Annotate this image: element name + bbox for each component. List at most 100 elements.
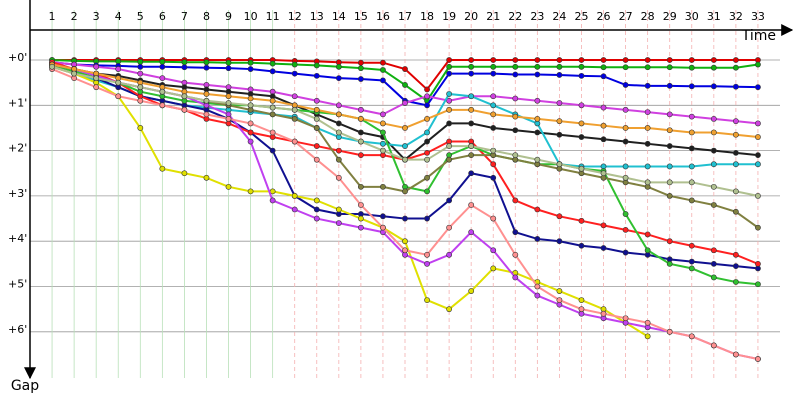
data-point: [93, 75, 100, 82]
data-point: [490, 57, 497, 63]
data-point: [159, 88, 166, 95]
data-point: [556, 288, 563, 294]
data-point: [490, 215, 497, 222]
data-point: [380, 224, 386, 231]
x-tick-label: 3: [93, 10, 100, 23]
data-point: [688, 179, 695, 186]
data-point: [666, 179, 673, 186]
data-point: [512, 197, 519, 204]
x-tick-label: 28: [641, 10, 655, 23]
data-point: [666, 127, 673, 134]
data-point: [688, 333, 695, 340]
x-tick-label: 25: [574, 10, 588, 23]
data-point: [424, 215, 430, 222]
x-tick-label: 30: [685, 10, 699, 23]
data-point: [313, 215, 320, 222]
data-point: [578, 217, 585, 224]
y-axis-title: Gap: [11, 378, 39, 394]
data-point: [335, 220, 342, 226]
data-point: [357, 76, 364, 82]
data-point: [556, 297, 563, 304]
data-point: [755, 260, 761, 267]
data-point: [269, 147, 276, 154]
x-tick-label: 14: [332, 10, 346, 23]
series-line: [51, 61, 759, 265]
data-point: [512, 95, 519, 102]
data-point: [512, 229, 519, 236]
data-point: [247, 188, 254, 195]
data-point: [688, 129, 695, 136]
data-point: [644, 319, 651, 326]
data-point: [335, 129, 342, 136]
data-point: [159, 63, 166, 70]
data-point: [556, 161, 563, 168]
data-point: [490, 125, 497, 131]
x-tick-label: 23: [530, 10, 544, 23]
data-point: [357, 183, 364, 190]
data-point: [600, 222, 607, 229]
data-point: [600, 73, 607, 80]
x-tick-label: 13: [310, 10, 324, 23]
data-point: [424, 93, 430, 100]
data-point: [666, 111, 673, 118]
data-point: [578, 102, 585, 109]
data-point: [578, 297, 585, 304]
data-point: [490, 102, 497, 109]
data-point: [490, 63, 497, 70]
data-point: [446, 57, 453, 63]
data-point: [622, 125, 629, 131]
data-point: [335, 75, 342, 82]
data-point: [335, 206, 342, 213]
data-point: [402, 100, 408, 106]
data-point: [688, 145, 695, 152]
x-tick-label: 5: [137, 10, 144, 23]
data-point: [468, 57, 475, 63]
data-point: [688, 83, 695, 90]
data-point: [402, 238, 408, 245]
data-point: [203, 97, 210, 104]
data-point: [468, 229, 475, 236]
data-point: [512, 71, 519, 78]
data-point: [710, 260, 717, 267]
data-point: [446, 143, 453, 149]
data-point: [446, 91, 453, 97]
data-point: [424, 174, 430, 181]
data-point: [644, 125, 651, 131]
data-point: [710, 274, 717, 281]
data-point: [755, 356, 761, 362]
data-point: [688, 197, 695, 204]
x-tick-label: 33: [751, 10, 765, 23]
data-point: [755, 161, 761, 168]
data-point: [137, 58, 144, 65]
data-point: [137, 125, 144, 131]
data-point: [424, 297, 430, 304]
y-tick-label: +2': [8, 142, 27, 155]
data-point: [269, 111, 276, 118]
data-point: [468, 93, 475, 100]
data-point: [644, 179, 651, 186]
data-point: [666, 238, 673, 245]
data-point: [225, 93, 232, 100]
data-point: [534, 57, 541, 63]
data-point: [181, 170, 188, 177]
data-point: [380, 213, 386, 220]
data-point: [291, 206, 298, 213]
data-point: [688, 163, 695, 170]
data-point: [247, 59, 254, 66]
data-point: [710, 115, 717, 122]
data-point: [490, 93, 497, 100]
data-point: [578, 57, 585, 63]
y-tick-label: +1': [8, 96, 27, 109]
data-point: [578, 306, 585, 313]
data-point: [225, 115, 232, 122]
x-tick-label: 29: [663, 10, 677, 23]
data-point: [115, 66, 122, 72]
data-point: [313, 97, 320, 104]
data-point: [247, 102, 254, 109]
data-point: [335, 63, 342, 70]
data-point: [357, 152, 364, 159]
data-point: [732, 161, 739, 168]
x-tick-label: 31: [707, 10, 721, 23]
data-point: [512, 113, 519, 120]
data-point: [313, 72, 320, 79]
